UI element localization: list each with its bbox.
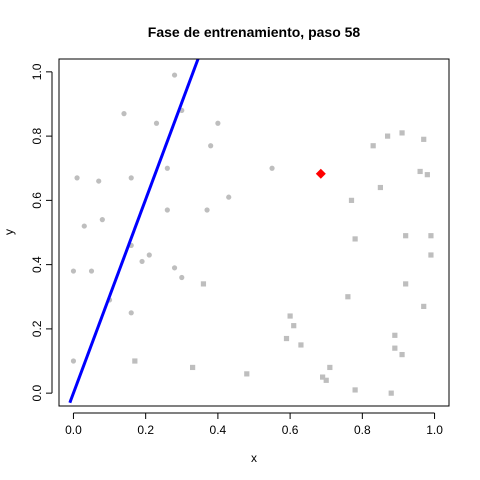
data-point-circle	[128, 175, 134, 181]
x-tick-label: 0.4	[210, 423, 227, 437]
data-point-square	[327, 364, 333, 371]
data-point-square	[417, 168, 423, 175]
data-point-square	[244, 371, 250, 377]
data-point-circle	[269, 165, 275, 171]
data-point-circle	[171, 72, 178, 78]
y-tick-label: 0.6	[30, 192, 44, 209]
data-point-square	[399, 351, 405, 358]
data-point-circle	[204, 207, 210, 213]
data-point-square	[403, 233, 409, 239]
x-axis-label: x	[251, 451, 257, 465]
data-point-circle	[96, 178, 102, 184]
highlight-point	[315, 168, 326, 179]
data-point-square	[283, 335, 290, 342]
data-point-square	[424, 172, 430, 178]
data-point-square	[392, 345, 398, 351]
data-point-square	[132, 358, 138, 364]
data-point-circle	[164, 165, 170, 171]
data-point-square	[345, 294, 351, 300]
x-axis: 0.0 0.2 0.4 0.6 0.8 1.0	[65, 412, 443, 437]
data-point-circle	[153, 120, 160, 126]
data-point-square	[428, 233, 434, 239]
data-point-square	[298, 342, 304, 348]
y-tick-label: 1.0	[30, 63, 44, 80]
data-point-circle	[70, 358, 77, 364]
data-point-square	[287, 313, 293, 319]
y-tick-label: 0.8	[30, 127, 44, 144]
data-point-circle	[171, 265, 178, 271]
x-tick-label: 0.8	[354, 423, 371, 437]
data-point-circle	[99, 217, 105, 223]
data-point-square	[392, 332, 398, 338]
x-tick-label: 0.6	[282, 423, 299, 437]
data-point-square	[352, 236, 358, 242]
data-point-square	[399, 130, 405, 136]
data-marks	[68, 59, 434, 404]
y-tick-label: 0.2	[30, 320, 44, 337]
data-point-square	[352, 387, 358, 393]
plot-frame	[58, 58, 450, 407]
data-point-square	[388, 390, 394, 396]
data-point-circle	[215, 120, 221, 126]
x-tick-label: 0.2	[137, 423, 154, 437]
data-point-circle	[121, 111, 127, 117]
data-point-square	[385, 133, 391, 139]
data-point-circle	[164, 207, 170, 213]
data-point-circle	[179, 274, 185, 281]
data-point-circle	[70, 268, 77, 274]
data-point-circle	[88, 268, 95, 274]
data-point-square	[323, 377, 329, 383]
data-point-square	[428, 252, 434, 258]
data-point-square	[348, 197, 355, 203]
data-point-circle	[139, 258, 145, 265]
data-point-circle	[128, 310, 134, 316]
y-tick-label: 0.0	[30, 384, 44, 401]
y-axis-label: y	[2, 229, 16, 235]
data-point-circle	[208, 143, 214, 149]
x-tick-label: 1.0	[426, 423, 443, 437]
y-tick-label: 0.4	[30, 256, 44, 273]
data-point-square	[190, 364, 196, 371]
data-point-square	[421, 136, 427, 142]
x-tick-label: 0.0	[65, 423, 82, 437]
data-point-square	[370, 143, 376, 149]
data-point-square	[403, 281, 409, 287]
data-point-circle	[226, 194, 232, 200]
y-axis: 0.0 0.2 0.4 0.6 0.8 1.0	[30, 63, 53, 401]
decision-line	[68, 59, 200, 404]
data-point-circle	[81, 223, 87, 229]
data-point-square	[421, 303, 427, 309]
data-point-circle	[74, 175, 80, 181]
data-point-square	[291, 323, 297, 329]
chart-title: Fase de entrenamiento, paso 58	[148, 24, 361, 40]
data-point-circle	[146, 252, 152, 258]
data-point-square	[377, 184, 383, 191]
data-point-square	[200, 281, 207, 287]
data-point-square	[320, 374, 326, 380]
